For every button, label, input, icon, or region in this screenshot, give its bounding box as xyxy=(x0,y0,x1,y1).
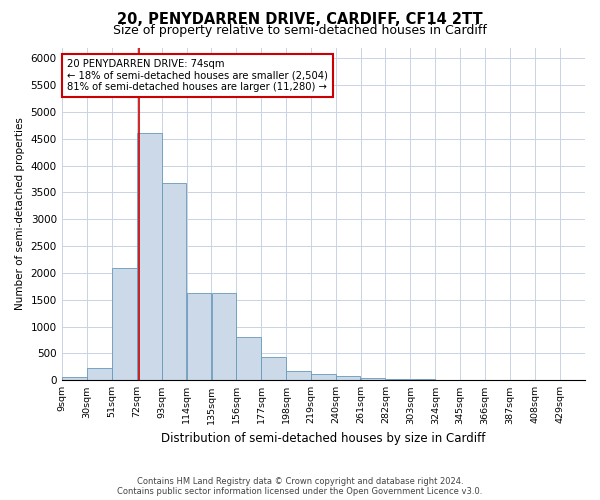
Bar xyxy=(286,371,311,380)
X-axis label: Distribution of semi-detached houses by size in Cardiff: Distribution of semi-detached houses by … xyxy=(161,432,485,445)
Text: Contains HM Land Registry data © Crown copyright and database right 2024.
Contai: Contains HM Land Registry data © Crown c… xyxy=(118,476,482,496)
Bar xyxy=(311,374,335,380)
Bar xyxy=(187,294,211,380)
Text: 20 PENYDARREN DRIVE: 74sqm
← 18% of semi-detached houses are smaller (2,504)
81%: 20 PENYDARREN DRIVE: 74sqm ← 18% of semi… xyxy=(67,59,328,92)
Text: Size of property relative to semi-detached houses in Cardiff: Size of property relative to semi-detach… xyxy=(113,24,487,37)
Bar xyxy=(137,134,161,380)
Bar xyxy=(336,376,361,380)
Bar xyxy=(62,378,87,380)
Bar xyxy=(162,183,187,380)
Bar xyxy=(112,268,137,380)
Text: 20, PENYDARREN DRIVE, CARDIFF, CF14 2TT: 20, PENYDARREN DRIVE, CARDIFF, CF14 2TT xyxy=(117,12,483,28)
Bar xyxy=(88,368,112,380)
Bar xyxy=(212,294,236,380)
Bar xyxy=(410,379,435,380)
Bar xyxy=(361,378,385,380)
Bar xyxy=(262,357,286,380)
Y-axis label: Number of semi-detached properties: Number of semi-detached properties xyxy=(15,118,25,310)
Bar xyxy=(236,338,261,380)
Bar xyxy=(386,378,410,380)
